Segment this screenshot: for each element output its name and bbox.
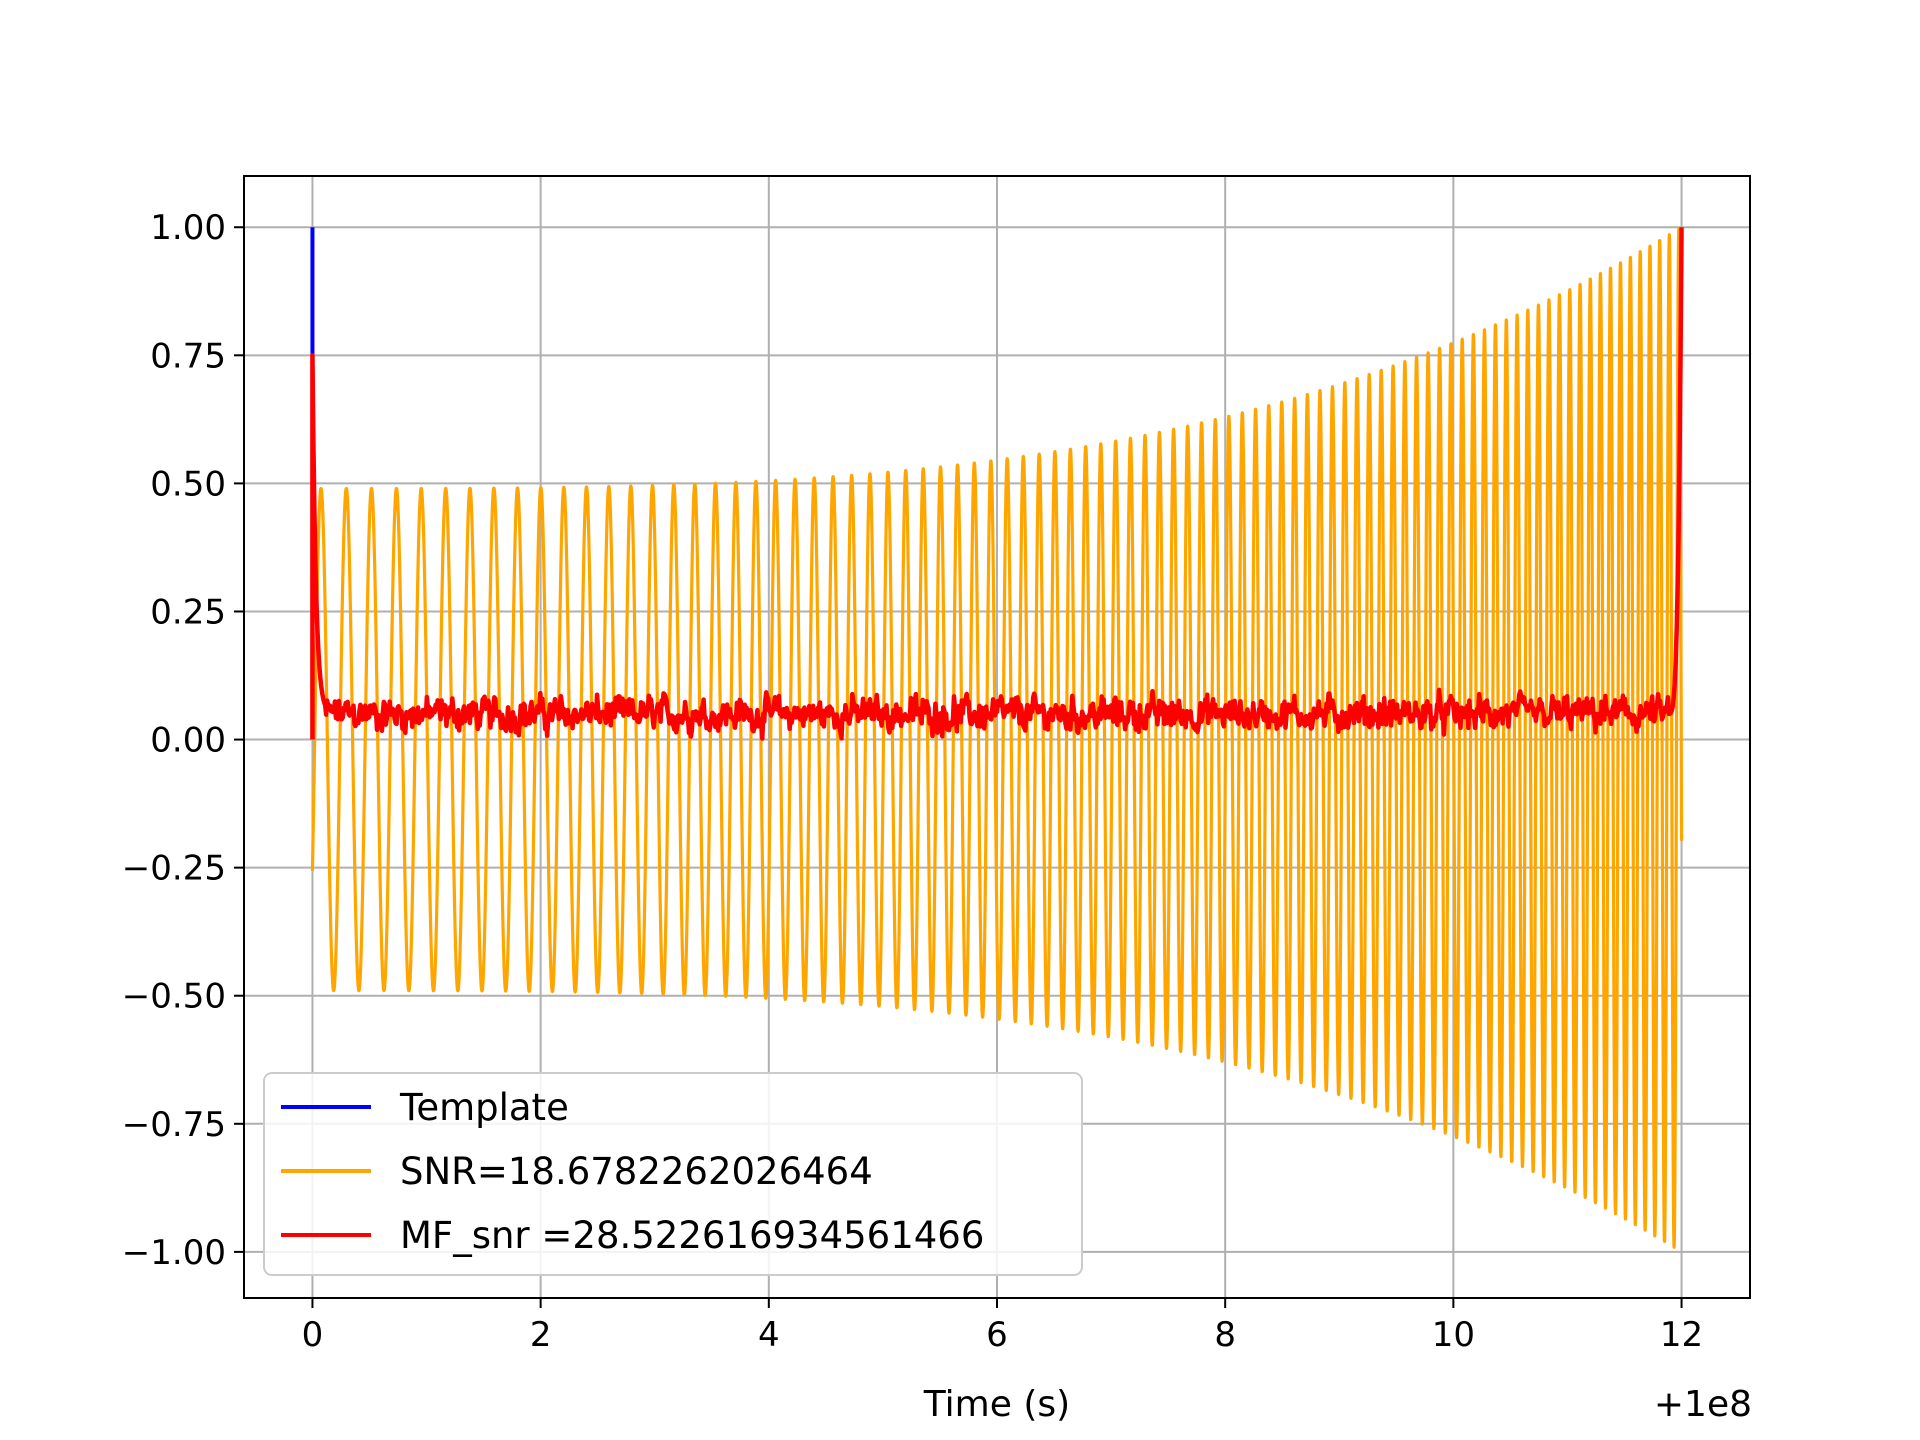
y-tick-label: −0.50 [122,977,226,1017]
y-tick-label: −0.75 [122,1105,226,1145]
x-tick-label: 6 [986,1315,1008,1355]
axis-ticks: 0 2 4 6 8 10 12 1.00 0.75 0.50 0.25 0.00 −0.25 −0.50 −… [122,208,1703,1355]
x-offset-label: +1e8 [1654,1384,1752,1425]
legend-label-snr: SNR=18.6782262026464 [400,1150,873,1193]
x-tick-label: 4 [758,1315,780,1355]
mf-snr-series-line [310,227,1684,741]
x-tick-label: 10 [1432,1315,1475,1355]
y-tick-label: −1.00 [122,1233,226,1273]
snr-series-line [310,227,1684,1249]
y-tick-label: 0.75 [150,336,226,376]
y-tick-label: 0.00 [150,721,226,761]
legend-label-mf-snr: MF_snr =28.522616934561466 [400,1214,984,1257]
x-tick-label: 8 [1214,1315,1236,1355]
y-tick-label: 1.00 [150,208,226,248]
x-tick-label: 12 [1660,1315,1703,1355]
series-layer [310,227,1684,1249]
legend-label-template: Template [399,1086,569,1129]
x-tick-label: 0 [302,1315,324,1355]
legend: Template SNR=18.6782262026464 MF_snr =28… [263,1072,1083,1276]
x-axis-label: Time (s) [923,1384,1070,1425]
x-tick-label: 2 [530,1315,552,1355]
y-tick-label: 0.25 [150,592,226,632]
y-tick-label: −0.25 [122,849,226,889]
y-tick-label: 0.50 [150,464,226,504]
legend-box [263,1072,1083,1276]
